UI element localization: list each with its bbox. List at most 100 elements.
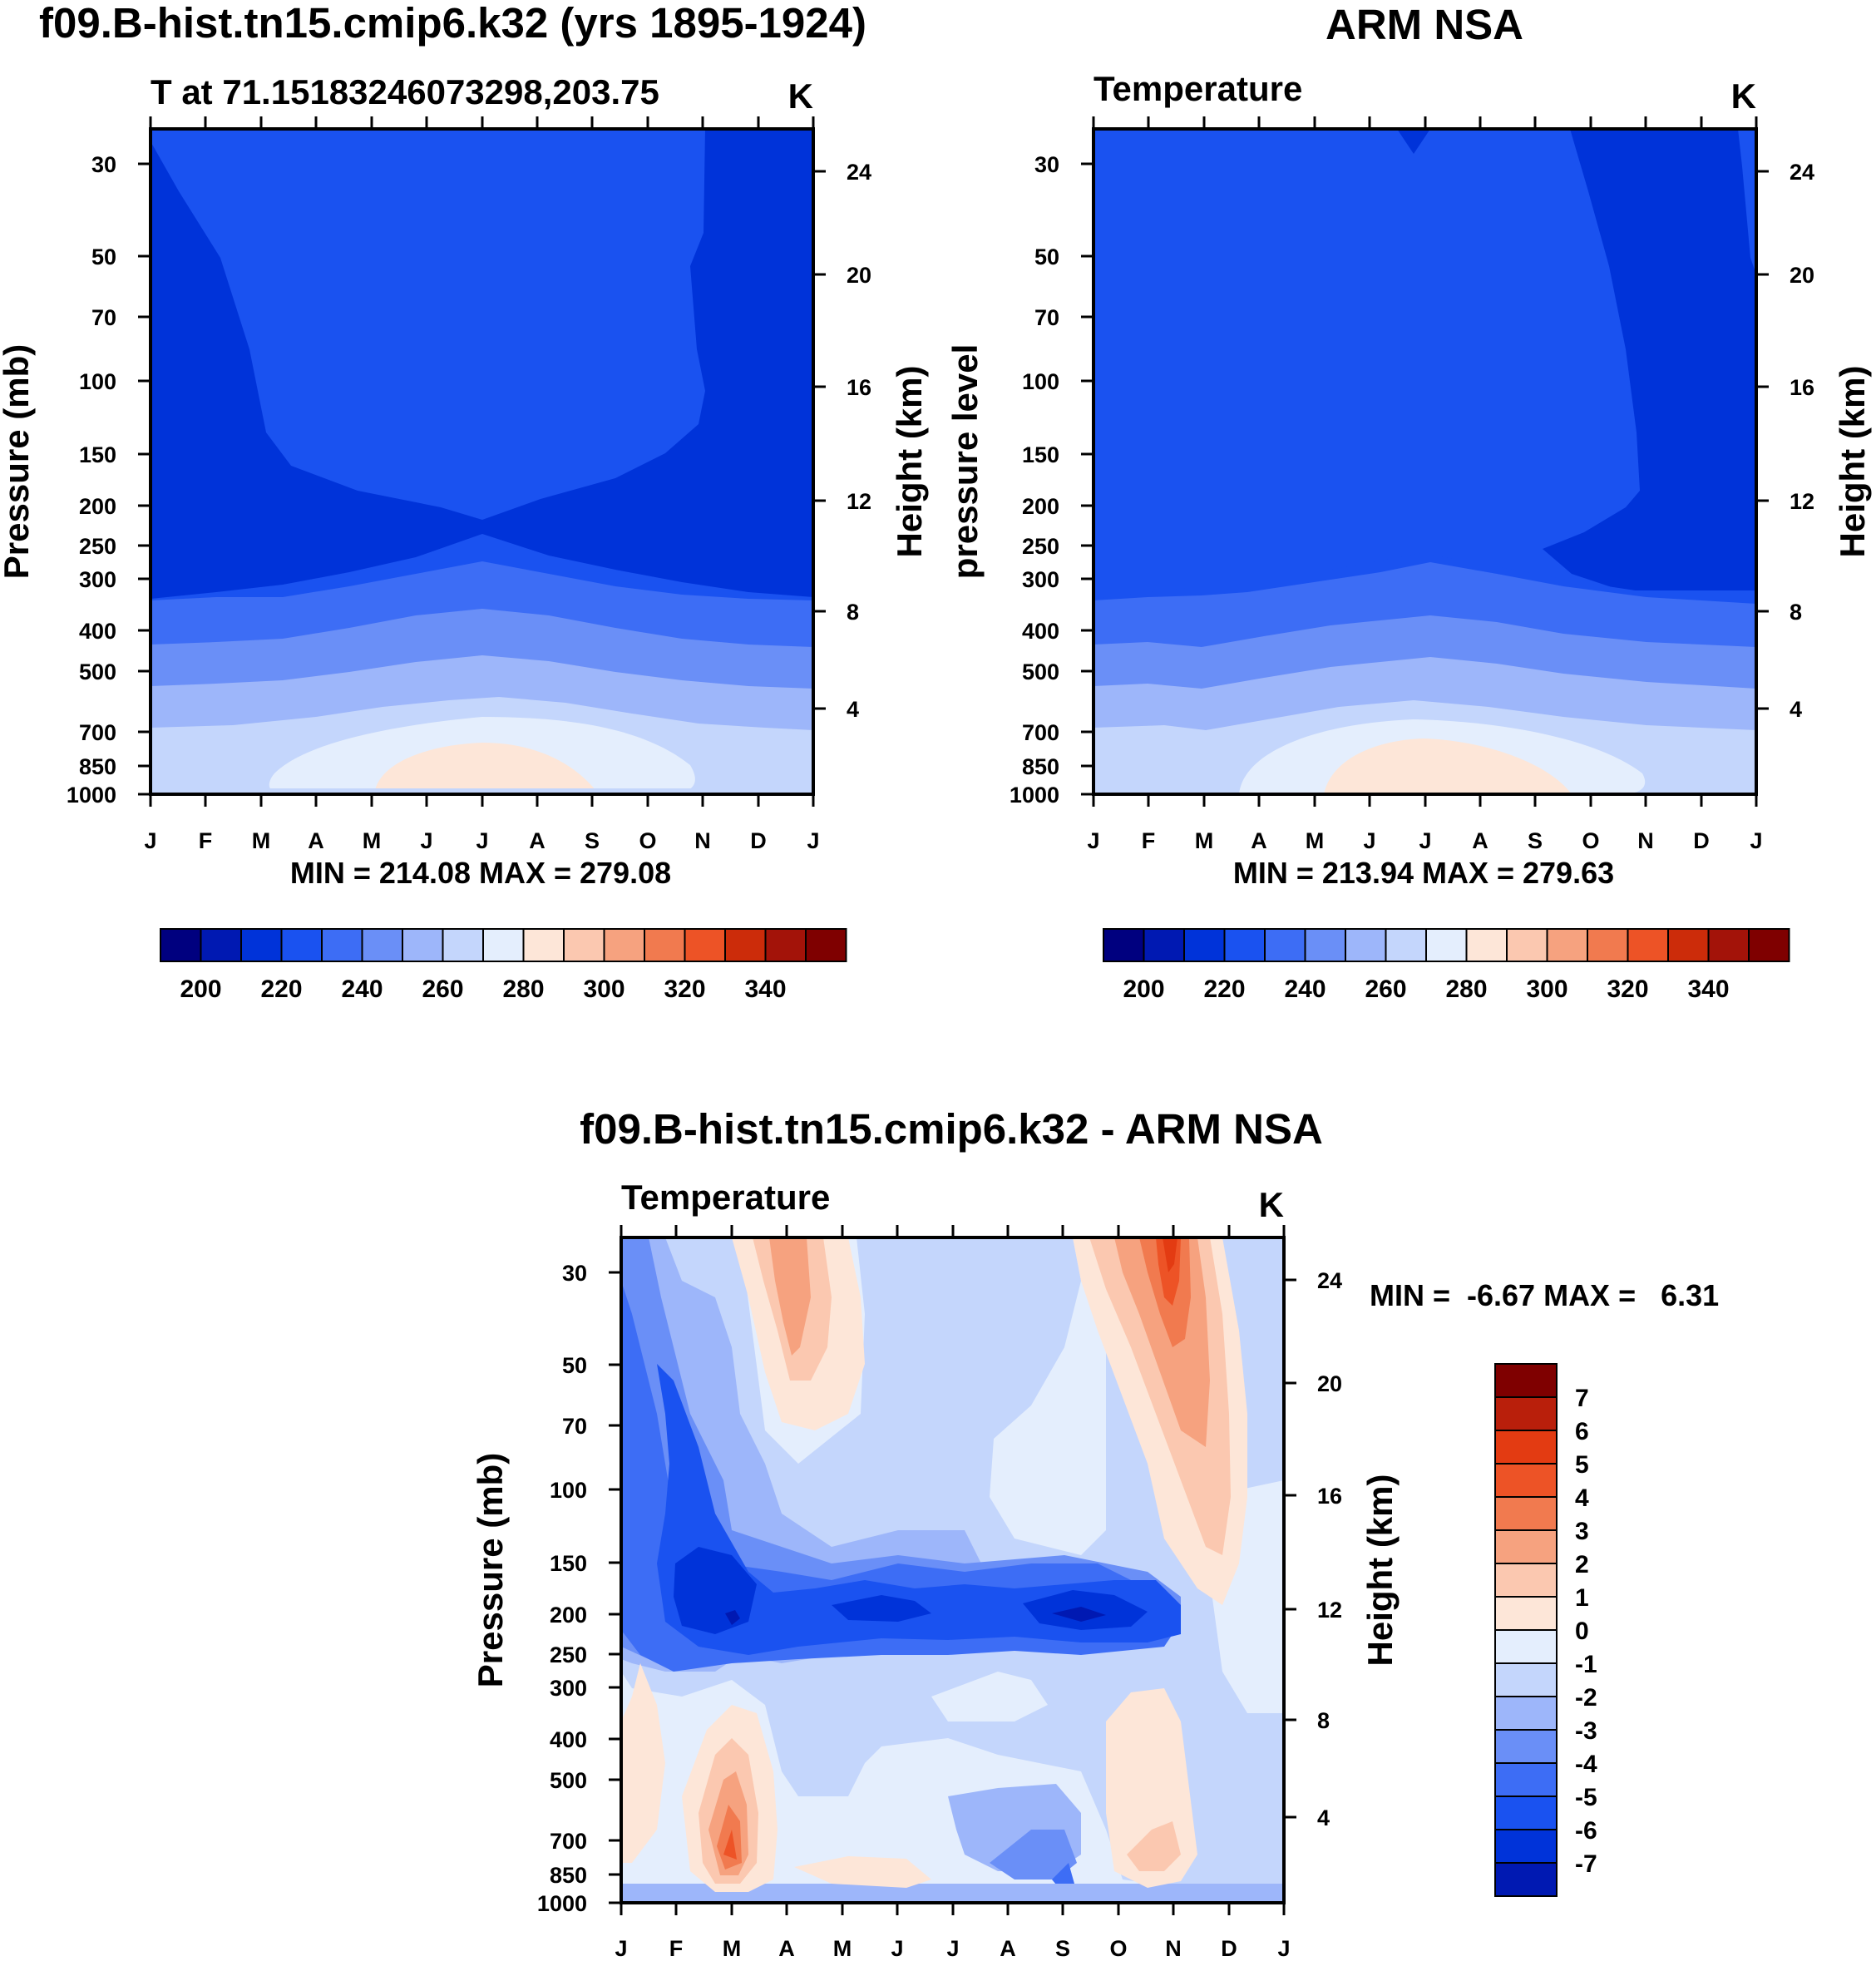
panel-obs-ylabel: pressure level bbox=[945, 344, 985, 580]
colorbar-swatch bbox=[402, 928, 444, 962]
y-tick: 250 bbox=[550, 1642, 587, 1667]
colorbar-swatch bbox=[1304, 928, 1346, 962]
colorbar-swatch bbox=[1183, 928, 1226, 962]
colorbar-swatch bbox=[522, 928, 565, 962]
panel-model-x-axis: J F M A M J J A S O N D J bbox=[144, 116, 820, 853]
x-tick: M bbox=[252, 828, 271, 853]
colorbar-swatch bbox=[1494, 1529, 1558, 1564]
colorbar-swatch bbox=[1494, 1463, 1558, 1498]
x-tick: N bbox=[694, 828, 711, 853]
x-tick: O bbox=[1582, 828, 1599, 853]
diff-fill-p4d bbox=[723, 1830, 737, 1860]
y-tick: 150 bbox=[550, 1551, 587, 1576]
x-tick: S bbox=[1055, 1936, 1070, 1961]
panel-diff: f09.B-hist.tn15.cmip6.k32 - ARM NSA Temp… bbox=[471, 1105, 1719, 1961]
x-tick: J bbox=[615, 1936, 627, 1961]
panel-model-left-string: T at 71.15183246073298,203.75 bbox=[151, 72, 659, 111]
x-tick: A bbox=[308, 828, 324, 853]
colorbar-label: 3 bbox=[1575, 1518, 1589, 1545]
height-tick: 12 bbox=[1317, 1598, 1342, 1623]
colorbar-swatch bbox=[1103, 928, 1145, 962]
diff-fill-p5b bbox=[1163, 1237, 1177, 1272]
colorbar-label: 340 bbox=[744, 976, 786, 1003]
colorbar-swatch bbox=[1707, 928, 1750, 962]
y-tick: 850 bbox=[550, 1863, 587, 1888]
colorbar-swatch bbox=[1494, 1363, 1558, 1398]
colorbar-swatch bbox=[1494, 1430, 1558, 1465]
x-tick: S bbox=[585, 828, 600, 853]
colorbar-label: -4 bbox=[1575, 1751, 1597, 1778]
x-tick: J bbox=[1419, 828, 1431, 853]
colorbar-label: 5 bbox=[1575, 1451, 1589, 1479]
panel-model-left-axis: 30 50 70 100 150 200 250 300 400 500 700 850 1… bbox=[67, 152, 151, 808]
colorbar-swatch bbox=[1494, 1829, 1558, 1864]
colorbar-swatch bbox=[1385, 928, 1427, 962]
colorbar-swatch bbox=[361, 928, 403, 962]
height-tick: 12 bbox=[847, 489, 871, 514]
height-tick: 12 bbox=[1790, 489, 1814, 514]
y-tick: 250 bbox=[79, 534, 116, 559]
height-tick: 8 bbox=[847, 600, 859, 625]
panel-model-units: K bbox=[788, 77, 813, 116]
y-tick: 300 bbox=[1022, 567, 1059, 592]
colorbar-label: 7 bbox=[1575, 1385, 1589, 1412]
colorbar-swatch bbox=[1494, 1729, 1558, 1764]
y-tick: 1000 bbox=[1010, 783, 1059, 808]
y-tick: 50 bbox=[91, 245, 116, 269]
y-tick: 30 bbox=[562, 1261, 587, 1286]
y-tick: 200 bbox=[550, 1603, 587, 1628]
colorbar-label: -3 bbox=[1575, 1717, 1597, 1745]
height-tick: 8 bbox=[1317, 1708, 1330, 1733]
colorbar-label: 4 bbox=[1575, 1484, 1589, 1512]
panel-model-axes: 30 50 70 100 150 200 250 300 400 500 700 850 1… bbox=[67, 116, 871, 853]
panel-obs-left-axis: 30 50 70 100 150 200 250 300 400 500 700 850 1… bbox=[1010, 152, 1094, 808]
panel-diff-right-axis: 24 20 16 12 8 4 bbox=[1284, 1268, 1342, 1830]
panel-model-right-axis: 24 20 16 12 8 4 bbox=[813, 160, 871, 722]
colorbar-label: 200 bbox=[1123, 976, 1164, 1003]
x-tick: A bbox=[778, 1936, 795, 1961]
y-tick: 850 bbox=[1022, 754, 1059, 779]
height-tick: 16 bbox=[1790, 375, 1814, 400]
panel-obs-right-label: Height (km) bbox=[1833, 366, 1872, 558]
x-tick: D bbox=[750, 828, 767, 853]
y-tick: 400 bbox=[1022, 619, 1059, 644]
panel-obs-right-axis: 24 20 16 12 8 4 bbox=[1756, 160, 1814, 722]
diff-fill-0c bbox=[621, 1672, 1284, 1903]
colorbar-label: 1 bbox=[1575, 1584, 1589, 1612]
x-tick: S bbox=[1528, 828, 1543, 853]
panel-obs-axes: 30 50 70 100 150 200 250 300 400 500 700 850 1… bbox=[1010, 116, 1814, 853]
colorbar-swatch bbox=[1494, 1696, 1558, 1731]
colorbar-label: -6 bbox=[1575, 1817, 1597, 1845]
panel-diff-colorbar: 7 6 5 4 3 2 1 0 -1 -2 -3 -4 -5 -6 -7 bbox=[1494, 1363, 1597, 1897]
y-tick: 70 bbox=[91, 305, 116, 330]
diff-fill-p2a bbox=[769, 1237, 811, 1356]
colorbar-swatch bbox=[442, 928, 484, 962]
x-tick: A bbox=[1000, 1936, 1016, 1961]
colorbar-label: 2 bbox=[1575, 1551, 1589, 1578]
x-tick: J bbox=[1087, 828, 1099, 853]
x-tick: M bbox=[1195, 828, 1214, 853]
colorbar-swatch bbox=[1587, 928, 1629, 962]
y-tick: 30 bbox=[91, 152, 116, 177]
colorbar-label: 220 bbox=[1203, 976, 1245, 1003]
diff-fill-m6b bbox=[832, 1595, 931, 1622]
panel-model-title: f09.B-hist.tn15.cmip6.k32 (yrs 1895-1924… bbox=[39, 0, 866, 47]
y-tick: 100 bbox=[1022, 369, 1059, 394]
colorbar-swatch bbox=[321, 928, 363, 962]
y-tick: 70 bbox=[1034, 305, 1059, 330]
panel-model-contours bbox=[151, 129, 813, 794]
panel-diff-stats: MIN = -6.67 MAX = 6.31 bbox=[1370, 1278, 1719, 1312]
colorbar-swatch bbox=[644, 928, 686, 962]
x-tick: J bbox=[476, 828, 488, 853]
colorbar-swatch bbox=[1546, 928, 1588, 962]
colorbar-label: 340 bbox=[1687, 976, 1729, 1003]
y-tick: 250 bbox=[1022, 534, 1059, 559]
height-tick: 24 bbox=[1317, 1268, 1342, 1293]
colorbar-swatch bbox=[482, 928, 525, 962]
panel-model-colorbar: 200 220 240 260 280 300 320 340 bbox=[160, 928, 847, 1003]
y-tick: 200 bbox=[79, 494, 116, 519]
diff-fill-0d bbox=[931, 1672, 1048, 1721]
colorbar-swatch bbox=[805, 928, 847, 962]
y-tick: 1000 bbox=[537, 1891, 587, 1916]
